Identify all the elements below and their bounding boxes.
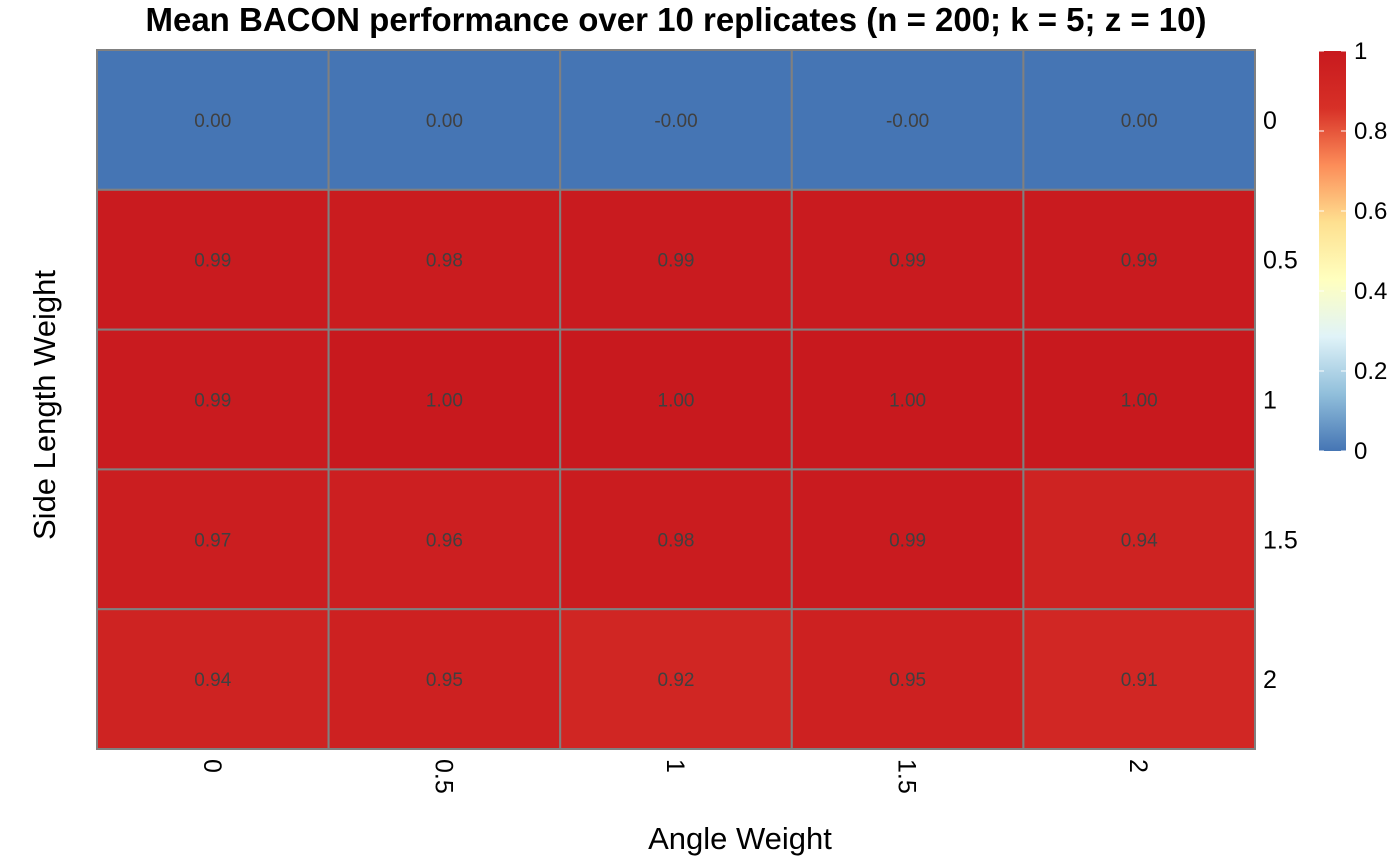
cell-value-label-r2-c3: 1.00 bbox=[889, 391, 926, 412]
cell-value-label-r4-c3: 0.95 bbox=[889, 670, 926, 691]
heatmap-cell-r1-c4 bbox=[1022, 188, 1257, 331]
cell-value-label-r1-c1: 0.98 bbox=[426, 251, 463, 272]
x-tick-label-2: 1 bbox=[661, 759, 689, 773]
color-legend: 0 0.2 0.4 0.6 0.8 1 bbox=[1319, 38, 1387, 465]
cell-value-label-r2-c1: 1.00 bbox=[426, 391, 463, 412]
heatmap-cell-r3-c3 bbox=[790, 468, 1025, 611]
cell-value-label-r2-c2: 1.00 bbox=[658, 391, 695, 412]
y-tick-label-4: 2 bbox=[1263, 666, 1277, 694]
cell-value-label-r2-c4: 1.00 bbox=[1121, 391, 1158, 412]
x-tick-label-3: 1.5 bbox=[893, 759, 921, 794]
cell-value-label-r0-c2: -0.00 bbox=[654, 111, 697, 132]
cell-value-label-r0-c0: 0.00 bbox=[194, 111, 231, 132]
legend-tick-labels: 0 0.2 0.4 0.6 0.8 1 bbox=[1319, 38, 1387, 465]
heatmap-cell-r0-c2 bbox=[559, 49, 793, 191]
legend-tick-label-3: 0.6 bbox=[1354, 198, 1387, 225]
y-tick-label-0: 0 bbox=[1263, 107, 1277, 135]
heatmap-cell-r2-c3 bbox=[790, 328, 1025, 471]
x-tick-labels: 0 0.5 1 1.5 2 bbox=[198, 759, 1152, 794]
cell-value-label-r4-c1: 0.95 bbox=[426, 670, 463, 691]
legend-tick-label-2: 0.4 bbox=[1354, 278, 1387, 305]
heatmap-cell-r4-c0 bbox=[96, 608, 330, 751]
legend-tick-label-1: 0.2 bbox=[1354, 358, 1387, 385]
heatmap-cell-r1-c2 bbox=[559, 188, 793, 331]
x-tick-label-1: 0.5 bbox=[429, 759, 457, 794]
heatmap-cell-r3-c4 bbox=[1022, 468, 1257, 611]
cell-value-label-r4-c0: 0.94 bbox=[194, 670, 231, 691]
heatmap-cell-r3-c1 bbox=[327, 468, 562, 611]
heatmap-cell-r3-c0 bbox=[96, 468, 330, 611]
cell-value-label-r1-c4: 0.99 bbox=[1121, 251, 1158, 272]
legend-color-bar bbox=[1319, 51, 1346, 451]
cell-value-label-r4-c2: 0.92 bbox=[658, 670, 695, 691]
heatmap-cell-r0-c3 bbox=[790, 49, 1025, 191]
heatmap-cell-r4-c4 bbox=[1022, 608, 1257, 751]
cell-value-label-r3-c2: 0.98 bbox=[658, 530, 695, 551]
y-tick-label-3: 1.5 bbox=[1263, 526, 1298, 554]
heatmap-cell-r4-c1 bbox=[327, 608, 562, 751]
y-tick-labels: 0 0.5 1 1.5 2 bbox=[1263, 107, 1298, 694]
heatmap-cell-labels: 0.00 0.00 -0.00 -0.00 0.00 0.99 0.98 0.99 0.99 0.… bbox=[194, 111, 1158, 691]
cell-value-label-r2-c0: 0.99 bbox=[194, 391, 231, 412]
legend-tick-label-4: 0.8 bbox=[1354, 118, 1387, 145]
cell-value-label-r3-c3: 0.99 bbox=[889, 530, 926, 551]
cell-value-label-r0-c1: 0.00 bbox=[426, 111, 463, 132]
x-tick-label-4: 2 bbox=[1124, 759, 1152, 773]
heatmap-cell-r0-c1 bbox=[327, 49, 562, 191]
y-axis-title: Side Length Weight bbox=[27, 270, 62, 540]
cell-value-label-r0-c4: 0.00 bbox=[1121, 111, 1158, 132]
cell-value-label-r3-c4: 0.94 bbox=[1121, 530, 1158, 551]
heatmap-cell-r2-c2 bbox=[559, 328, 793, 471]
legend-tick-label-5: 1 bbox=[1354, 38, 1367, 65]
cell-value-label-r0-c3: -0.00 bbox=[886, 111, 929, 132]
heatmap-cell-r4-c2 bbox=[559, 608, 793, 751]
x-tick-label-0: 0 bbox=[198, 759, 226, 773]
heatmap-cells bbox=[96, 49, 1257, 751]
legend-tick-label-0: 0 bbox=[1354, 438, 1367, 465]
heatmap-cell-r2-c1 bbox=[327, 328, 562, 471]
cell-value-label-r3-c1: 0.96 bbox=[426, 530, 463, 551]
cell-value-label-r1-c0: 0.99 bbox=[194, 251, 231, 272]
x-axis-title: Angle Weight bbox=[648, 821, 832, 856]
cell-value-label-r4-c4: 0.91 bbox=[1121, 670, 1158, 691]
chart-title: Mean BACON performance over 10 replicate… bbox=[145, 1, 1206, 38]
cell-value-label-r1-c3: 0.99 bbox=[889, 251, 926, 272]
heatmap-cell-r3-c2 bbox=[559, 468, 793, 611]
heatmap-cell-r0-c0 bbox=[96, 49, 330, 191]
cell-value-label-r1-c2: 0.99 bbox=[658, 251, 695, 272]
cell-value-label-r3-c0: 0.97 bbox=[194, 530, 231, 551]
heatmap-cell-r1-c0 bbox=[96, 188, 330, 331]
heatmap-cell-r0-c4 bbox=[1022, 49, 1257, 191]
y-tick-label-2: 1 bbox=[1263, 387, 1277, 415]
heatmap-cell-r2-c4 bbox=[1022, 328, 1257, 471]
y-tick-label-1: 0.5 bbox=[1263, 247, 1298, 275]
